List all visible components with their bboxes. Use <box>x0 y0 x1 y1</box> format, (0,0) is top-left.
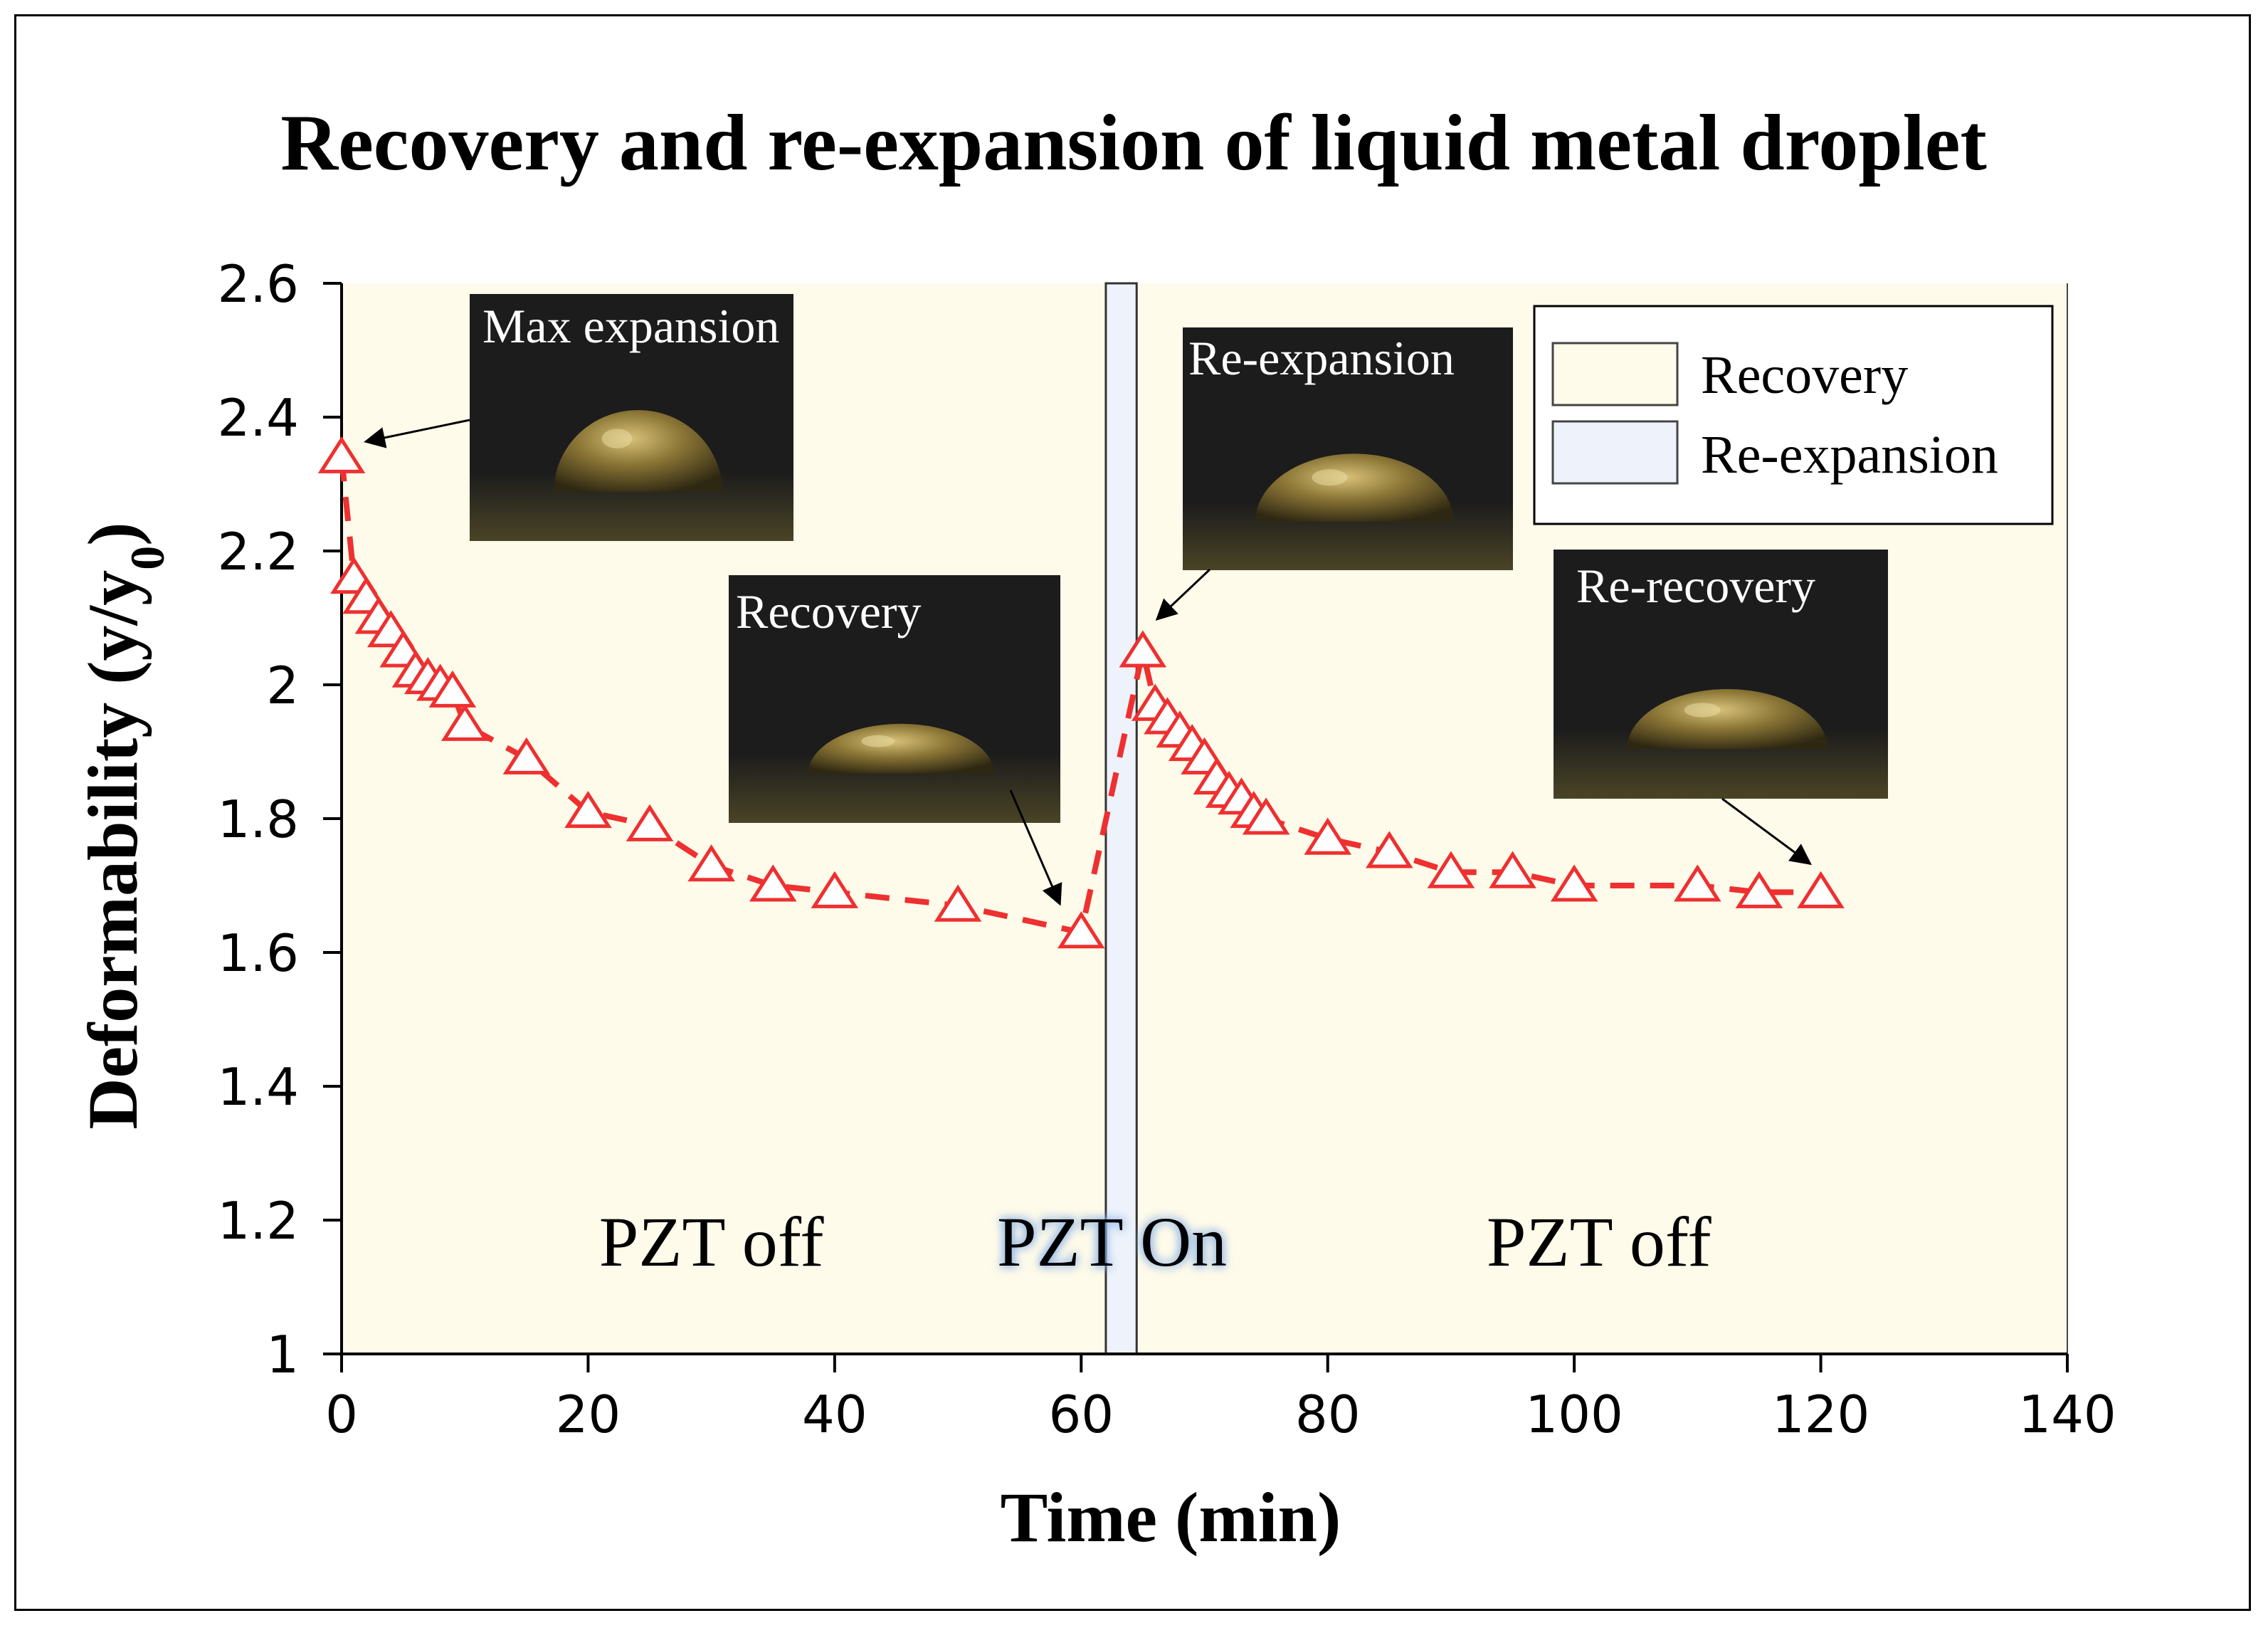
inset-2: Recovery <box>729 575 1062 906</box>
y-axis-title-subscript: 0 <box>120 546 174 570</box>
inset-4: Re-recovery <box>1554 550 1888 866</box>
data-point-triangle <box>1674 864 1721 902</box>
x-tick-label: 80 <box>1295 1385 1361 1444</box>
data-point-triangle <box>1366 831 1413 868</box>
data-point-triangle <box>502 737 551 774</box>
legend: Recovery Re-expansion <box>1533 305 2054 525</box>
x-tick-label: 60 <box>1048 1385 1114 1444</box>
data-point-triangle <box>1489 851 1536 888</box>
y-tick-label: 1 <box>266 1325 299 1385</box>
inset-label: Re-expansion <box>1188 331 1455 385</box>
x-tick-label: 20 <box>556 1385 621 1444</box>
region-label: PZT off <box>599 1202 824 1281</box>
inset-arrow <box>1009 789 1062 906</box>
data-point-triangle <box>1057 911 1105 949</box>
data-series <box>317 436 1845 949</box>
chart-title: Recovery and re-expansion of liquid meta… <box>280 99 1987 187</box>
legend-label-re-expansion: Re-expansion <box>1701 425 1998 485</box>
y-tick-label: 2.4 <box>217 388 299 448</box>
inset-1: Max expansion <box>364 294 793 541</box>
x-tick-label: 40 <box>802 1385 867 1444</box>
y-axis-title-main: Deformability (y/y <box>73 570 152 1130</box>
y-tick-label: 2.6 <box>217 254 299 314</box>
legend-label-recovery: Recovery <box>1701 345 1908 405</box>
x-tick-label: 0 <box>325 1385 358 1444</box>
region-label: PZT On <box>997 1202 1227 1281</box>
data-point-triangle <box>564 790 612 829</box>
inset-label: Re-recovery <box>1576 559 1815 613</box>
legend-box <box>1533 305 2054 525</box>
inset-arrow <box>1155 568 1211 621</box>
data-point-triangle <box>934 884 982 922</box>
data-point-triangle <box>441 703 489 741</box>
droplet-shape <box>808 723 994 774</box>
droplet-shape <box>1255 453 1454 522</box>
data-point-triangle <box>1304 817 1352 855</box>
inset-label: Recovery <box>736 584 922 639</box>
data-point-triangle <box>1735 871 1783 908</box>
droplet-highlight <box>1312 469 1348 486</box>
region-label: PZT off <box>1487 1202 1711 1281</box>
data-point-triangle <box>626 804 674 841</box>
data-point-triangle <box>1797 871 1845 908</box>
legend-swatch-re-expansion <box>1551 420 1679 485</box>
y-axis-title: Deformability (y/y0) <box>73 522 174 1129</box>
x-tick-label: 140 <box>2018 1385 2116 1444</box>
insets: Max expansion Recovery Re-expansion Re-reco… <box>364 294 1888 906</box>
inset-3: Re-expansion <box>1155 327 1513 621</box>
x-axis-title: Time (min) <box>1001 1478 1341 1557</box>
y-axis-title-end: ) <box>73 522 152 545</box>
y-tick-label: 1.8 <box>217 789 299 849</box>
data-point-triangle <box>1427 851 1475 888</box>
data-point-triangle <box>1550 864 1598 902</box>
data-point-triangle <box>811 871 859 908</box>
droplet-highlight <box>601 429 633 448</box>
axes: 1 1.2 1.4 1.6 1.8 2 2.2 2.4 2.6 0 20 40 60 80 100 120 14… <box>217 254 2116 1444</box>
y-tick-label: 1.4 <box>217 1057 299 1117</box>
data-point-triangle <box>749 864 797 902</box>
data-point-triangle <box>428 670 477 708</box>
x-tick-label: 120 <box>1772 1385 1869 1444</box>
x-tick-label: 100 <box>1525 1385 1623 1444</box>
data-point-triangle <box>1242 797 1290 835</box>
figure-frame <box>14 14 2251 1611</box>
legend-swatch-recovery <box>1551 342 1679 406</box>
data-point-triangle <box>687 844 735 882</box>
inset-arrow <box>1721 797 1812 866</box>
droplet-highlight <box>861 735 895 747</box>
y-tick-label: 2 <box>266 656 299 715</box>
y-tick-label: 2.2 <box>217 522 299 582</box>
data-point-triangle <box>317 436 366 473</box>
droplet-shape <box>1627 689 1828 749</box>
y-tick-label: 1.2 <box>217 1191 299 1251</box>
data-point-triangle <box>1119 630 1167 668</box>
re-expansion-band <box>1104 282 1138 1355</box>
droplet-highlight <box>1684 703 1721 718</box>
droplet-shape <box>554 410 722 492</box>
y-tick-label: 1.6 <box>217 923 299 983</box>
region-annotations: PZT off PZT On PZT off <box>599 1202 1712 1281</box>
inset-arrow <box>364 419 470 448</box>
inset-label: Max expansion <box>482 299 779 353</box>
